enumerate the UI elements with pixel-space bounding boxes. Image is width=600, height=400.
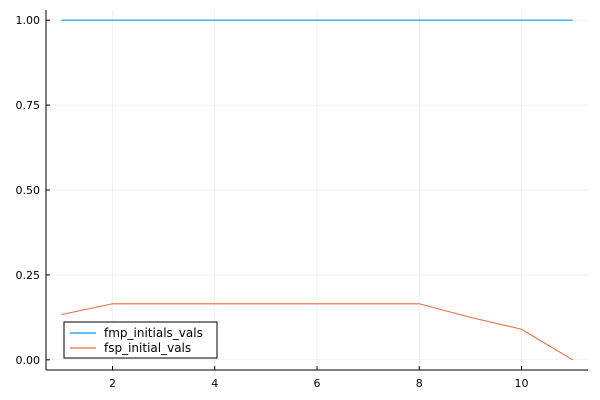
y-tick-label: 0.50 [16, 184, 41, 197]
x-tick-label: 4 [211, 377, 218, 390]
ticks-layer: 2 4 6 8 10 0.00 0.25 0.50 0.75 1.00 [16, 14, 529, 390]
x-tick-label: 8 [416, 377, 423, 390]
x-tick-label: 2 [109, 377, 116, 390]
x-tick-label: 6 [314, 377, 321, 390]
y-tick-label: 1.00 [16, 14, 41, 27]
legend-label: fsp_initial_vals [104, 341, 191, 355]
y-tick-label: 0.75 [16, 99, 41, 112]
legend-label: fmp_initials_vals [104, 326, 203, 340]
y-tick-label: 0.00 [16, 354, 41, 367]
series-layer [61, 19, 573, 361]
series-line-fsp_initial_vals [61, 303, 573, 361]
y-tick-label: 0.25 [16, 269, 41, 282]
x-tick-label: 10 [515, 377, 529, 390]
grid-layer [46, 10, 588, 370]
legend-box [63, 321, 218, 359]
